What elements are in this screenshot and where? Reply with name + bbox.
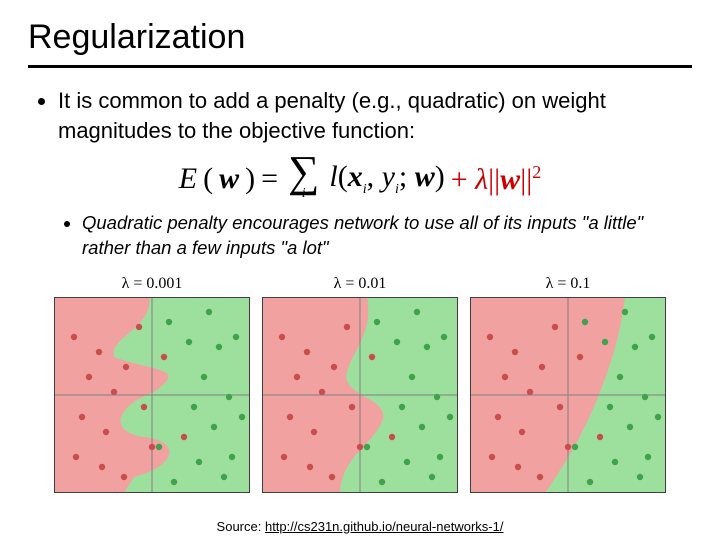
- eq-plus: +: [451, 163, 468, 196]
- eq-lambda: λ: [475, 163, 488, 196]
- source-link[interactable]: http://cs231n.github.io/neural-networks-…: [265, 519, 503, 534]
- eq-sum-sub: i: [302, 188, 306, 201]
- eq-x: x: [348, 160, 363, 193]
- eq-sum: ∑ i: [288, 157, 319, 200]
- plot-label-2: λ = 0.1: [546, 275, 591, 293]
- plot-label-1: λ = 0.01: [334, 275, 387, 293]
- bullet-1: It is common to add a penalty (e.g., qua…: [58, 86, 692, 145]
- plot-panel-2: λ = 0.1: [470, 275, 666, 493]
- plot-panel-0: λ = 0.001: [54, 275, 250, 493]
- eq-l: l: [329, 160, 337, 193]
- eq-w3: w: [500, 163, 520, 196]
- bullet-list-sub: Quadratic penalty encourages network to …: [62, 211, 692, 261]
- source-line: Source: http://cs231n.github.io/neural-n…: [0, 519, 720, 534]
- plot-label-0: λ = 0.001: [122, 275, 183, 293]
- page-title: Regularization: [28, 18, 692, 68]
- plot-panel-1: λ = 0.01: [262, 275, 458, 493]
- plot-svg-0: [54, 297, 250, 493]
- eq-y: y: [382, 160, 395, 193]
- equation: E(w) = ∑ i l(xi, yi; w) + λ||w||2: [28, 157, 692, 200]
- plot-svg-1: [262, 297, 458, 493]
- eq-w1: w: [219, 162, 239, 196]
- plots-row: λ = 0.001 λ = 0.01 λ = 0.1: [28, 275, 692, 493]
- eq-E: E: [179, 162, 197, 196]
- bullet-2: Quadratic penalty encourages network to …: [82, 211, 692, 261]
- source-prefix: Source:: [217, 519, 265, 534]
- eq-sq: 2: [532, 162, 541, 182]
- plot-svg-2: [470, 297, 666, 493]
- eq-w2: w: [415, 160, 435, 193]
- bullet-list-main: It is common to add a penalty (e.g., qua…: [38, 86, 692, 145]
